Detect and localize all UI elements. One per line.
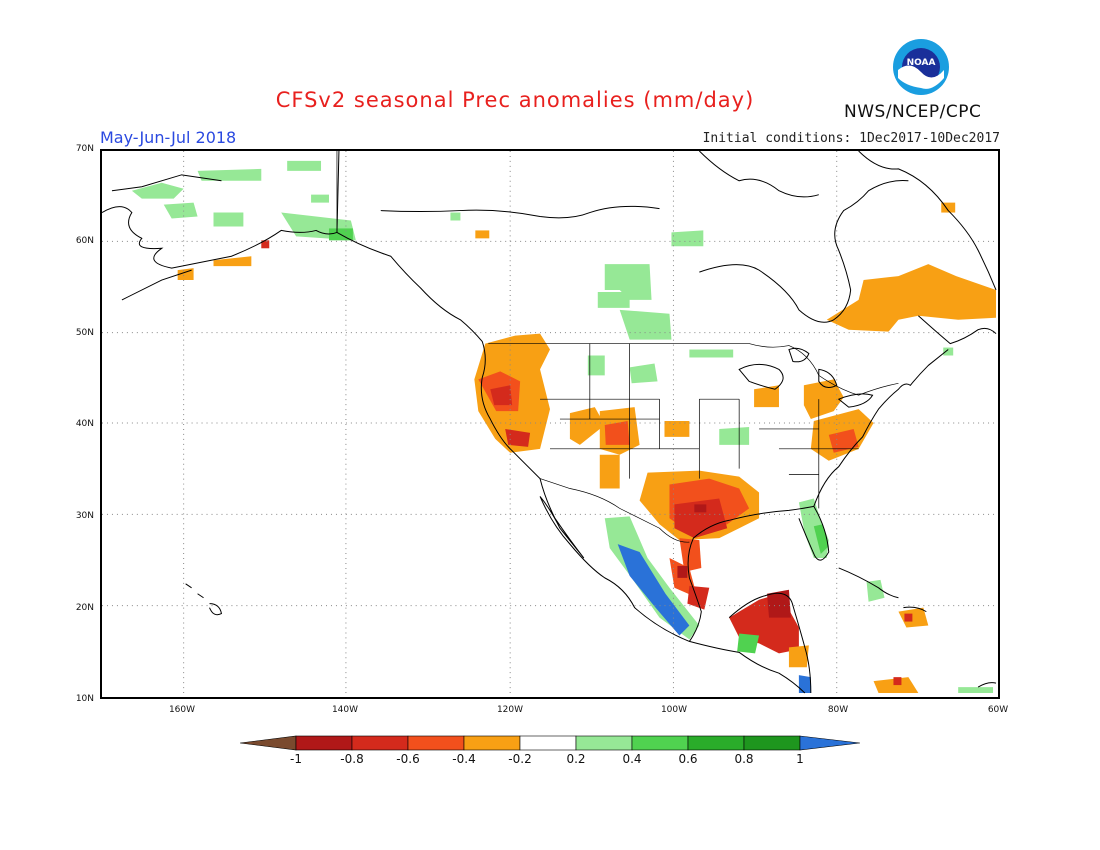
legend-swatch-neg06-neg04 — [407, 735, 465, 751]
anomaly-shading — [131, 160, 997, 694]
coastlines — [102, 151, 997, 694]
forecast-period: May-Jun-Jul 2018 — [100, 128, 237, 147]
graticule — [102, 151, 998, 697]
initial-conditions: Initial conditions: 1Dec2017-10Dec2017 — [702, 131, 1000, 146]
anomaly-map — [100, 149, 1000, 699]
lon-label-120w: 120W — [496, 705, 524, 715]
chart-title: CFSv2 seasonal Prec anomalies (mm/day) — [275, 88, 755, 112]
legend-tick-neg04: -0.4 — [452, 752, 476, 766]
legend-tick-neg02: -0.2 — [508, 752, 532, 766]
lat-label-40n: 40N — [75, 419, 94, 429]
legend-tick-08: 0.8 — [734, 752, 754, 766]
lon-label-60w: 60W — [987, 705, 1009, 715]
legend-swatch-06-08 — [687, 735, 745, 751]
noaa-logo-icon: NOAA — [893, 39, 949, 95]
lon-label-80w: 80W — [827, 705, 849, 715]
legend-tick-02: 0.2 — [566, 752, 586, 766]
legend-swatch-gt-1 — [799, 735, 860, 751]
legend-tick-06: 0.6 — [678, 752, 698, 766]
political-borders — [336, 151, 899, 543]
lat-label-20n: 20N — [75, 603, 94, 613]
legend-swatch-08-1 — [743, 735, 801, 751]
legend-swatch-04-06 — [631, 735, 689, 751]
lat-label-70n: 70N — [75, 144, 94, 154]
agency-label: NWS/NCEP/CPC — [844, 102, 982, 122]
legend-swatch-neg04-neg02 — [463, 735, 521, 751]
lat-label-10n: 10N — [75, 694, 94, 704]
legend-swatch-neg1-neg08 — [295, 735, 353, 751]
noaa-logo-text: NOAA — [907, 58, 936, 68]
lat-label-60n: 60N — [75, 236, 94, 246]
legend-tick-neg08: -0.8 — [340, 752, 364, 766]
lat-label-30n: 30N — [75, 511, 94, 521]
legend-swatch-lt-neg1 — [240, 735, 297, 751]
legend-tick-04: 0.4 — [622, 752, 642, 766]
legend-tick-neg06: -0.6 — [396, 752, 420, 766]
lon-label-140w: 140W — [331, 705, 359, 715]
lon-label-100w: 100W — [660, 705, 688, 715]
lon-label-160w: 160W — [168, 705, 196, 715]
lat-label-50n: 50N — [75, 328, 94, 338]
legend-swatch-neutral — [519, 735, 577, 751]
legend-tick-neg1: -1 — [290, 752, 302, 766]
color-legend — [240, 735, 860, 751]
legend-swatch-neg08-neg06 — [351, 735, 409, 751]
legend-tick-1: 1 — [796, 752, 804, 766]
legend-swatch-02-04 — [575, 735, 633, 751]
